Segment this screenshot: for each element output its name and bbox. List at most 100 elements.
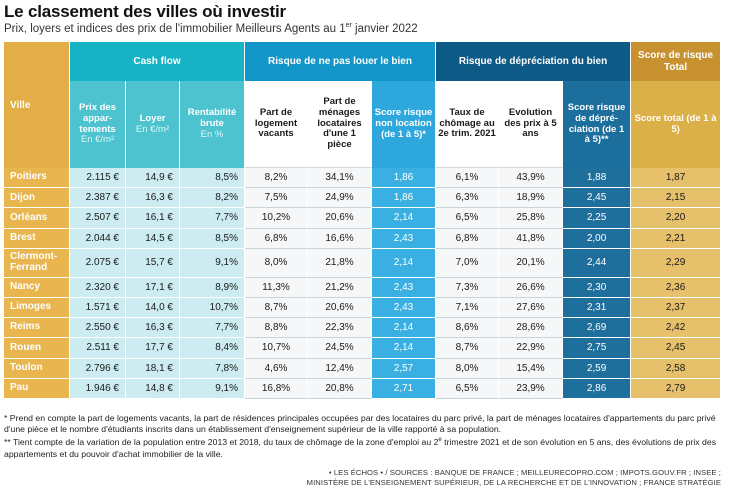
chomage-cell: 8,7% <box>436 338 500 359</box>
prix-cell: 2.796 € <box>70 358 126 379</box>
rentabilite-cell: 7,7% <box>180 318 246 339</box>
group-risque-depreciation: Risque de dépréciation du bien <box>436 42 632 81</box>
score-depreciation-cell: 2,86 <box>563 378 632 399</box>
score-depreciation-cell: 2,59 <box>563 358 632 379</box>
header-rentabilite: Rentabilité brute En % <box>180 81 246 168</box>
part-vacants-cell: 4,6% <box>245 358 309 379</box>
sources: • LES ÉCHOS • / SOURCES : BANQUE DE FRAN… <box>307 468 721 488</box>
score-total-cell: 2,15 <box>631 188 722 209</box>
score-total-cell: 2,42 <box>631 318 722 339</box>
city-cell: Pau <box>4 378 70 399</box>
loyer-cell: 17,1 € <box>126 277 180 298</box>
part-vacants-cell: 7,5% <box>245 188 309 209</box>
evolution-cell: 18,9% <box>499 188 564 209</box>
part-menages-cell: 20,6% <box>308 208 373 229</box>
score-depreciation-cell: 2,00 <box>563 228 632 249</box>
rentabilite-cell: 8,5% <box>180 228 246 249</box>
score-total-cell: 2,20 <box>631 208 722 229</box>
group-cash-flow: Cash flow <box>70 42 246 81</box>
group-risque-location: Risque de ne pas louer le bien <box>245 42 437 81</box>
chomage-cell: 6,1% <box>436 168 500 189</box>
city-cell: Nancy <box>4 277 70 298</box>
header-score-total: Score total (de 1 à 5) <box>631 81 722 168</box>
score-location-cell: 2,14 <box>372 318 437 339</box>
part-vacants-cell: 8,7% <box>245 297 309 319</box>
table-row: Poitiers 2.115 €14,9 €8,5% 8,2% 34,1% 1,86 6,… <box>4 168 722 189</box>
score-depreciation-cell: 2,69 <box>563 318 632 339</box>
score-location-cell: 2,43 <box>372 228 437 249</box>
rentabilite-cell: 9,1% <box>180 378 246 399</box>
evolution-cell: 25,8% <box>499 208 564 229</box>
chomage-cell: 6,5% <box>436 378 500 399</box>
prix-cell: 2.550 € <box>70 318 126 339</box>
loyer-cell: 14,8 € <box>126 378 180 399</box>
page-subtitle: Prix, loyers et indices des prix de l'im… <box>4 22 418 35</box>
footnote-1: * Prend en compte la part de logements v… <box>4 413 716 435</box>
ranking-table: Ville Cash flow Risque de ne pas louer l… <box>4 42 722 399</box>
header-part-menages: Part de ménages locataires d'une 1 pièce <box>308 81 373 168</box>
loyer-cell: 17,7 € <box>126 338 180 359</box>
score-location-cell: 2,57 <box>372 358 437 379</box>
rentabilite-cell: 8,9% <box>180 277 246 298</box>
loyer-cell: 16,1 € <box>126 208 180 229</box>
header-prix: Prix des appar-tements En €/m² <box>70 81 126 168</box>
evolution-cell: 15,4% <box>499 358 564 379</box>
score-total-cell: 2,29 <box>631 248 722 278</box>
score-location-cell: 1,86 <box>372 188 437 209</box>
score-location-cell: 2,14 <box>372 248 437 278</box>
chomage-cell: 7,0% <box>436 248 500 278</box>
score-depreciation-cell: 2,25 <box>563 208 632 229</box>
score-total-cell: 2,21 <box>631 228 722 249</box>
score-depreciation-cell: 2,75 <box>563 338 632 359</box>
part-vacants-cell: 8,0% <box>245 248 309 278</box>
prix-cell: 2.507 € <box>70 208 126 229</box>
score-depreciation-cell: 2,31 <box>563 297 632 319</box>
city-cell: Poitiers <box>4 168 70 189</box>
loyer-cell: 16,3 € <box>126 318 180 339</box>
part-vacants-cell: 6,8% <box>245 228 309 249</box>
prix-cell: 2.115 € <box>70 168 126 189</box>
table-row: Brest 2.044 €14,5 €8,5% 6,8% 16,6% 2,43 6,8% 4… <box>4 228 722 249</box>
loyer-cell: 18,1 € <box>126 358 180 379</box>
rentabilite-cell: 10,7% <box>180 297 246 319</box>
footnote-2: ** Tient compte de la variation de la po… <box>4 437 717 459</box>
score-depreciation-cell: 2,45 <box>563 188 632 209</box>
city-cell: Limoges <box>4 297 70 319</box>
part-menages-cell: 12,4% <box>308 358 373 379</box>
chomage-cell: 6,3% <box>436 188 500 209</box>
prix-cell: 2.320 € <box>70 277 126 298</box>
loyer-cell: 14,9 € <box>126 168 180 189</box>
city-cell: Reims <box>4 318 70 339</box>
city-cell: Brest <box>4 228 70 249</box>
table-row: Rouen 2.511 €17,7 €8,4% 10,7% 24,5% 2,14 8,7%… <box>4 338 722 359</box>
loyer-cell: 16,3 € <box>126 188 180 209</box>
evolution-cell: 41,8% <box>499 228 564 249</box>
footnotes: * Prend en compte la part de logements v… <box>4 413 726 460</box>
part-vacants-cell: 16,8% <box>245 378 309 399</box>
part-menages-cell: 16,6% <box>308 228 373 249</box>
score-total-cell: 2,79 <box>631 378 722 399</box>
rentabilite-cell: 8,2% <box>180 188 246 209</box>
prix-cell: 2.511 € <box>70 338 126 359</box>
header-score-location: Score risque non location (de 1 à 5)* <box>372 81 437 168</box>
score-depreciation-cell: 2,30 <box>563 277 632 298</box>
sources-line-2: MINISTÈRE DE L'ENSEIGNEMENT SUPÉRIEUR, D… <box>306 478 721 487</box>
prix-cell: 1.571 € <box>70 297 126 319</box>
score-location-cell: 2,14 <box>372 208 437 229</box>
sources-line-1: • LES ÉCHOS • / SOURCES : BANQUE DE FRAN… <box>328 468 721 477</box>
header-evolution: Evolution des prix à 5 ans <box>499 81 564 168</box>
loyer-cell: 14,5 € <box>126 228 180 249</box>
score-location-cell: 1,86 <box>372 168 437 189</box>
city-cell: Toulon <box>4 358 70 379</box>
score-depreciation-cell: 2,44 <box>563 248 632 278</box>
table-row: Reims 2.550 €16,3 €7,7% 8,8% 22,3% 2,14 8,6% 2… <box>4 318 722 339</box>
part-vacants-cell: 10,2% <box>245 208 309 229</box>
table-row: Clermont-Ferrand 2.075 €15,7 €9,1% 8,0% 21,… <box>4 248 722 278</box>
score-location-cell: 2,71 <box>372 378 437 399</box>
score-location-cell: 2,43 <box>372 277 437 298</box>
table-row: Orléans 2.507 €16,1 €7,7% 10,2% 20,6% 2,14 6,… <box>4 208 722 229</box>
part-vacants-cell: 11,3% <box>245 277 309 298</box>
loyer-cell: 15,7 € <box>126 248 180 278</box>
part-menages-cell: 21,8% <box>308 248 373 278</box>
rentabilite-cell: 7,8% <box>180 358 246 379</box>
